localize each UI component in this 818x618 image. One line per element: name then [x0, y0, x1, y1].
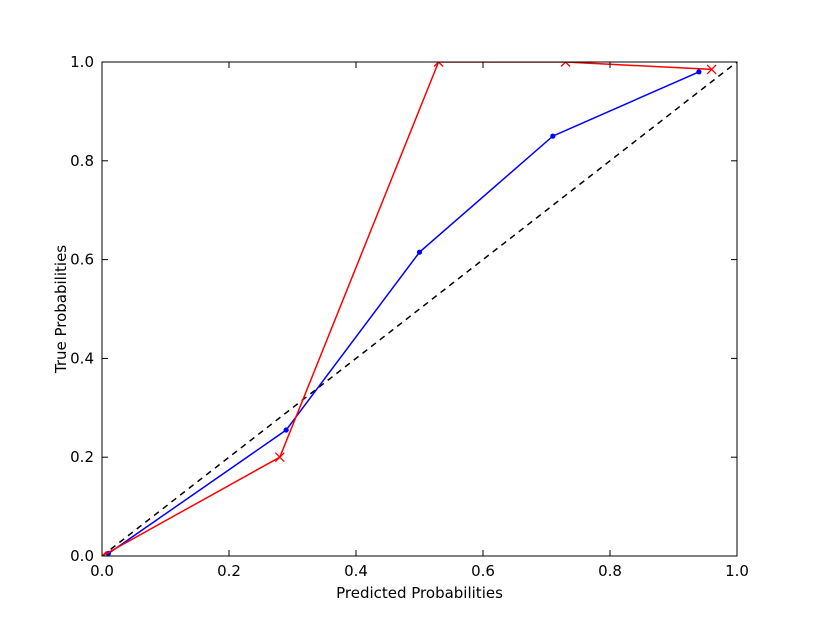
- y-tick-label-3: 0.6: [70, 251, 94, 269]
- x-tick-label-5: 1.0: [725, 562, 749, 580]
- series-0-point-4: [696, 69, 702, 75]
- y-tick-label-4: 0.8: [70, 152, 94, 170]
- y-tick-label-5: 1.0: [70, 53, 94, 71]
- series-0-point-3: [550, 133, 556, 139]
- y-axis-label: True Probabilities: [52, 245, 70, 374]
- series-1-point-0: [102, 551, 107, 556]
- series-1-point-3: [560, 62, 571, 67]
- series-1-point-1: [274, 452, 285, 463]
- series-0-point-2: [416, 249, 423, 255]
- series-0-point-1: [283, 427, 289, 433]
- x-tick-label-3: 0.6: [471, 562, 495, 580]
- y-tick-label-0: 0.0: [70, 547, 94, 565]
- series-line-2: [102, 62, 737, 556]
- plot-area: [102, 62, 737, 556]
- plot-frame: [101, 61, 738, 557]
- x-tick-label-0: 0.0: [90, 562, 114, 580]
- x-axis-label: Predicted Probabilities: [336, 584, 503, 602]
- y-tick-label-1: 0.2: [70, 448, 94, 466]
- x-tick-label-2: 0.4: [344, 562, 368, 580]
- axes: 0.0 0.2 0.4 0.6 0.8 1.0 0.0 0.2 0.4 0.6 0.8 1.0: [70, 53, 749, 580]
- x-tick-label-4: 0.8: [598, 562, 622, 580]
- y-tick-label-2: 0.4: [70, 349, 94, 367]
- series-1-point-4: [706, 64, 717, 75]
- series-line-1: [102, 62, 712, 556]
- x-tick-label-1: 0.2: [217, 562, 241, 580]
- series-1-point-2: [433, 62, 444, 67]
- series-line-0: [107, 71, 700, 555]
